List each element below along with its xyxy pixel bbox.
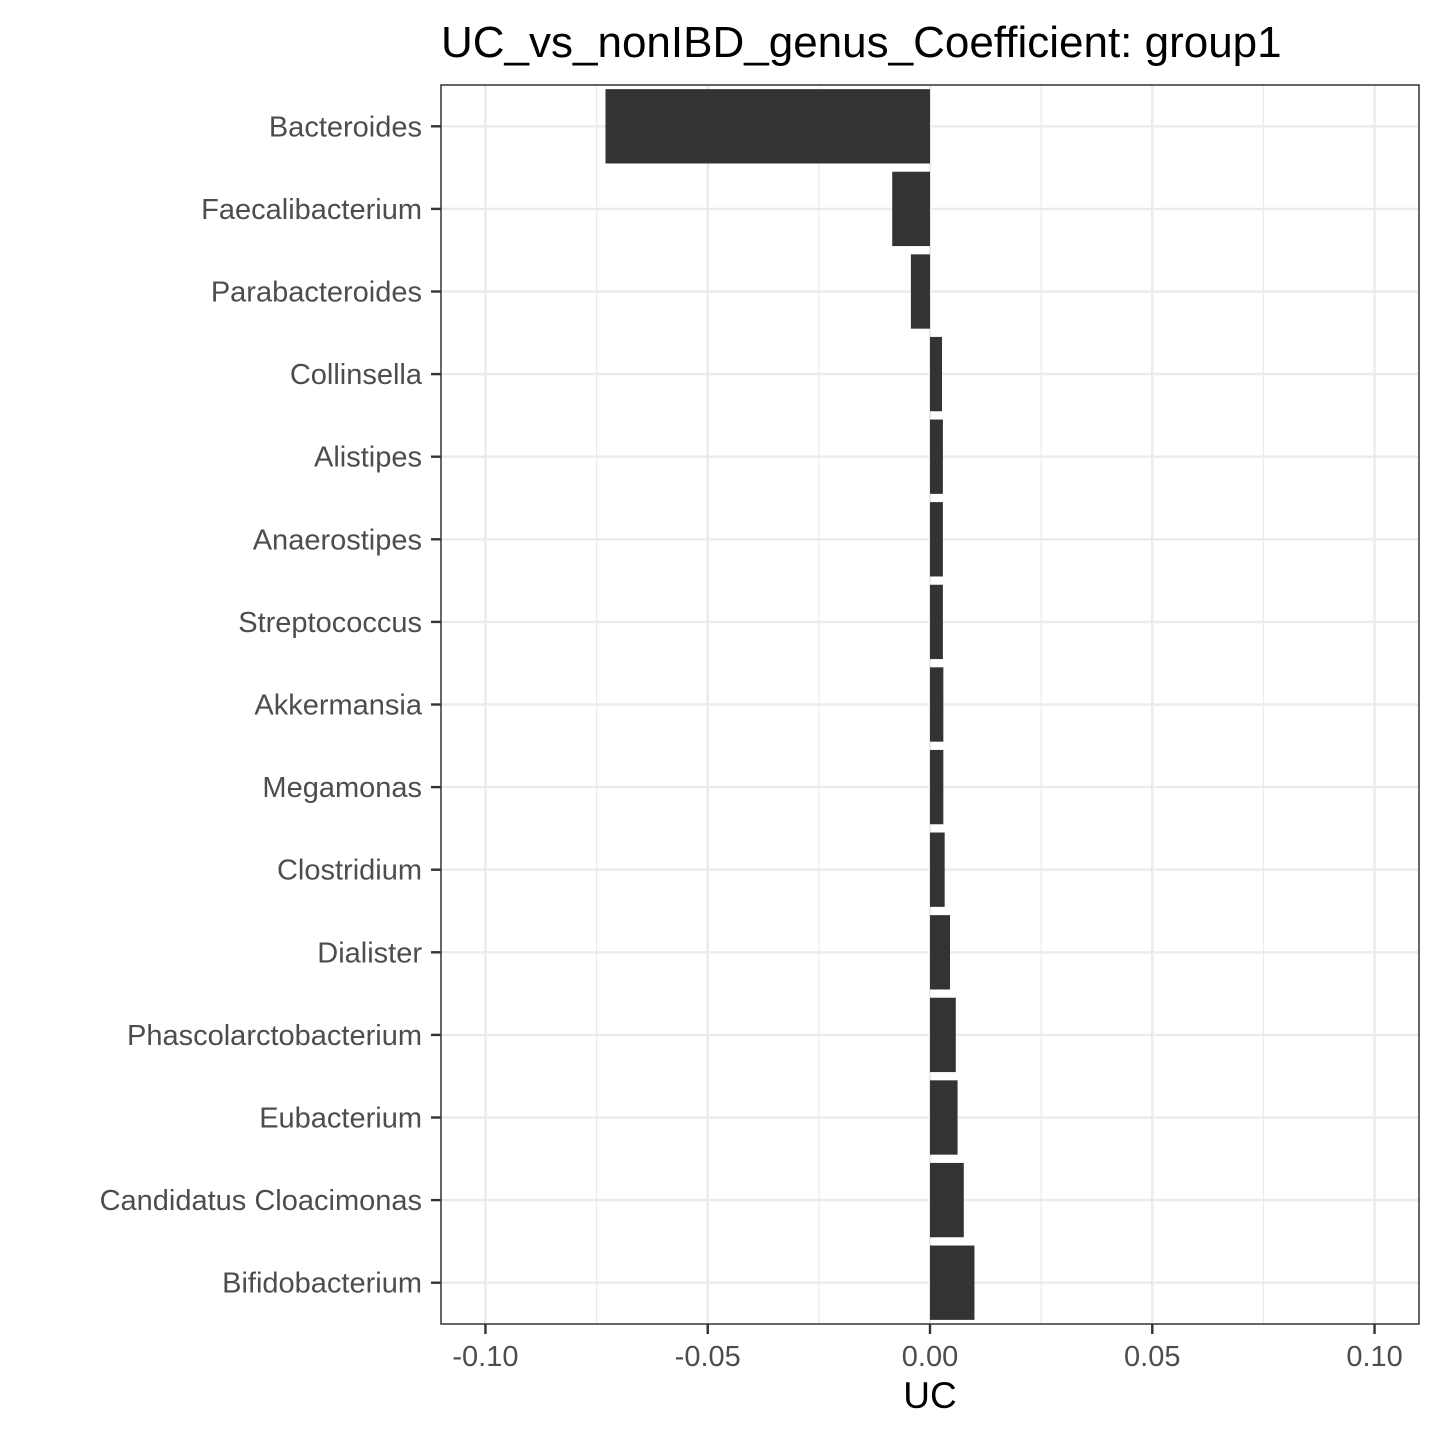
x-tick-label: 0.10: [1346, 1341, 1402, 1373]
y-tick-label: Anaerostipes: [253, 524, 422, 556]
y-tick-label: Streptococcus: [238, 607, 422, 639]
y-tick-label: Akkermansia: [254, 690, 422, 722]
bar-dialister: [930, 915, 951, 990]
y-tick-label: Bifidobacterium: [222, 1268, 422, 1300]
y-tick-label: Clostridium: [277, 855, 422, 887]
x-axis: -0.10 -0.05 0.00 0.05 0.10: [452, 1324, 1403, 1373]
chart-title: UC_vs_nonIBD_genus_Coefficient: group1: [441, 18, 1282, 67]
bar-collinsella: [930, 336, 943, 412]
bar-phascolarctobacterium: [930, 997, 956, 1073]
x-tick-label: -0.05: [675, 1341, 741, 1373]
x-tick-label: 0.00: [902, 1341, 958, 1373]
y-tick-label: Dialister: [317, 937, 422, 969]
y-tick-label: Alistipes: [314, 442, 422, 474]
bar-megamonas: [930, 749, 944, 825]
y-tick-label: Phascolarctobacterium: [127, 1020, 422, 1052]
y-axis: Bacteroides Faecalibacterium Parabacteroid…: [100, 111, 441, 1300]
y-tick-label: Parabacteroides: [211, 277, 422, 309]
bar-clostridium: [930, 832, 945, 907]
bar-alistipes: [930, 419, 943, 494]
y-tick-label: Megamonas: [262, 772, 422, 804]
bar-candidatus-cloacimonas: [930, 1162, 964, 1238]
bar-bifidobacterium: [930, 1245, 975, 1320]
x-tick-label: -0.10: [452, 1341, 518, 1373]
y-tick-label: Eubacterium: [259, 1103, 422, 1135]
bar-faecalibacterium: [892, 171, 930, 247]
y-tick-label: Candidatus Cloacimonas: [100, 1185, 422, 1217]
x-tick-label: 0.05: [1124, 1341, 1180, 1373]
bar-akkermansia: [930, 667, 944, 742]
x-axis-title: UC: [903, 1375, 956, 1416]
y-tick-label: Collinsella: [290, 359, 423, 391]
bars: [605, 89, 975, 1320]
y-tick-label: Bacteroides: [269, 111, 422, 143]
bar-streptococcus: [930, 584, 943, 660]
bar-eubacterium: [930, 1080, 958, 1155]
bar-bacteroides: [605, 89, 930, 164]
bar-parabacteroides: [910, 254, 930, 329]
y-tick-label: Faecalibacterium: [201, 194, 422, 226]
bar-anaerostipes: [930, 502, 943, 577]
